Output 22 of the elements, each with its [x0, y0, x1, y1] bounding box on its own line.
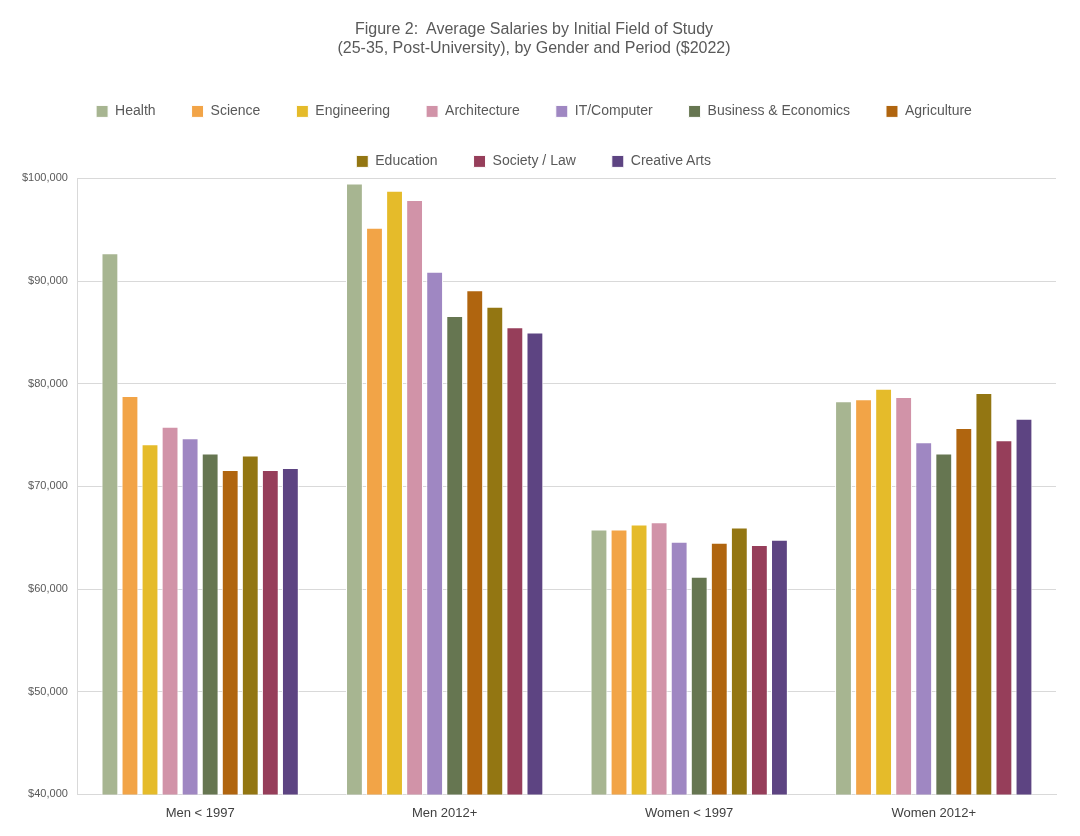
legend-label: Business & Economics	[707, 102, 850, 119]
legend-label: Engineering	[315, 102, 391, 119]
legend-label: Agriculture	[904, 102, 973, 119]
chart-title: Figure 2: Average Salaries by Initial Field of Study (25-35, Post-University), by Gender and Period ($2022)	[337, 20, 731, 57]
legend-label: Education	[375, 152, 438, 169]
legend-label: IT/Computer	[574, 102, 653, 119]
y-tick-label: $50,000	[28, 684, 68, 697]
x-tick-label: Women < 1997	[645, 804, 734, 820]
y-tick-label: $40,000	[28, 787, 68, 800]
y-tick-label: $90,000	[28, 274, 68, 287]
y-tick-label: $80,000	[28, 376, 68, 389]
legend-label: Creative Arts	[630, 152, 711, 169]
y-tick-label: $60,000	[28, 582, 68, 595]
x-tick-label: Men 2012+	[411, 804, 478, 820]
legend-label: Health	[115, 102, 156, 119]
y-tick-label: $100,000	[21, 171, 68, 184]
x-tick-label: Women 2012+	[891, 804, 977, 820]
legend-label: Society / Law	[492, 152, 577, 169]
legend-label: Science	[210, 102, 261, 119]
y-tick-label: $70,000	[28, 479, 68, 492]
x-tick-label: Men < 1997	[165, 804, 235, 820]
legend-label: Architecture	[445, 102, 521, 119]
